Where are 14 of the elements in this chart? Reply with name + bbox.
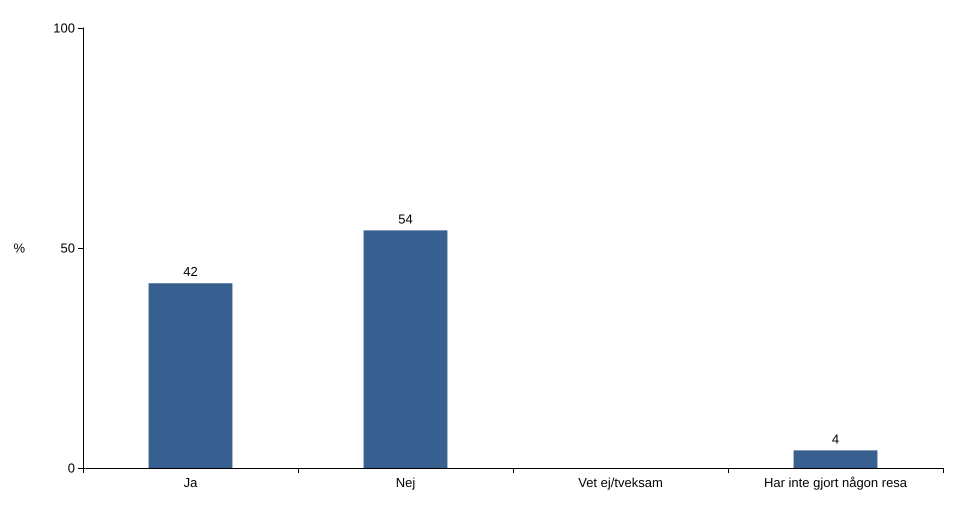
- x-tick-label: Vet ej/tveksam: [578, 475, 663, 490]
- y-tick-label: 50: [60, 240, 75, 256]
- data-label: 42: [183, 264, 198, 280]
- y-tick-label: 0: [68, 460, 75, 476]
- x-tick-label: Ja: [184, 475, 198, 490]
- bar: [794, 450, 878, 468]
- x-tick-label: Har inte gjort någon resa: [764, 475, 908, 490]
- y-tick-label: 100: [53, 20, 75, 36]
- bar: [148, 283, 232, 468]
- data-label: 54: [398, 211, 413, 226]
- y-axis-title: %: [13, 240, 26, 256]
- x-tick-label: Nej: [396, 475, 416, 490]
- bar: [364, 230, 448, 468]
- data-label: 4: [832, 431, 840, 446]
